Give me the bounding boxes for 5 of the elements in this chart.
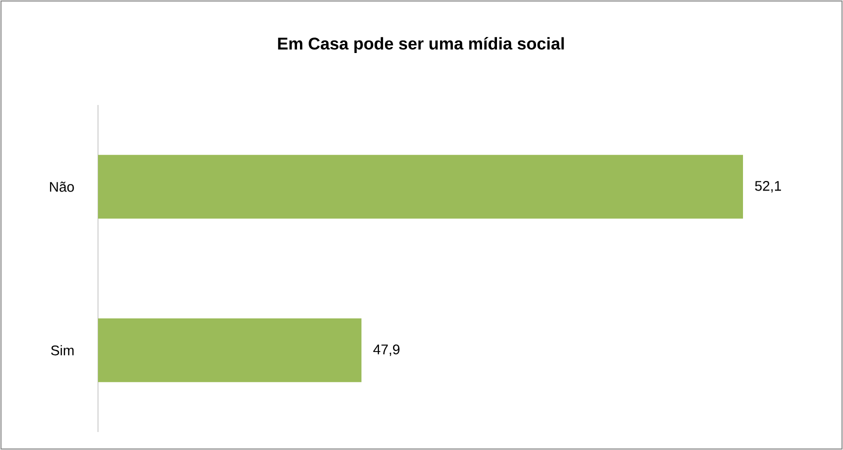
y-tick-label: Sim: [51, 345, 74, 356]
data-label: 52,1: [755, 180, 781, 193]
chart-title: Em Casa pode ser uma mídia social: [278, 37, 564, 53]
data-label: 47,9: [373, 344, 400, 356]
y-tick-label: Não: [50, 182, 74, 192]
